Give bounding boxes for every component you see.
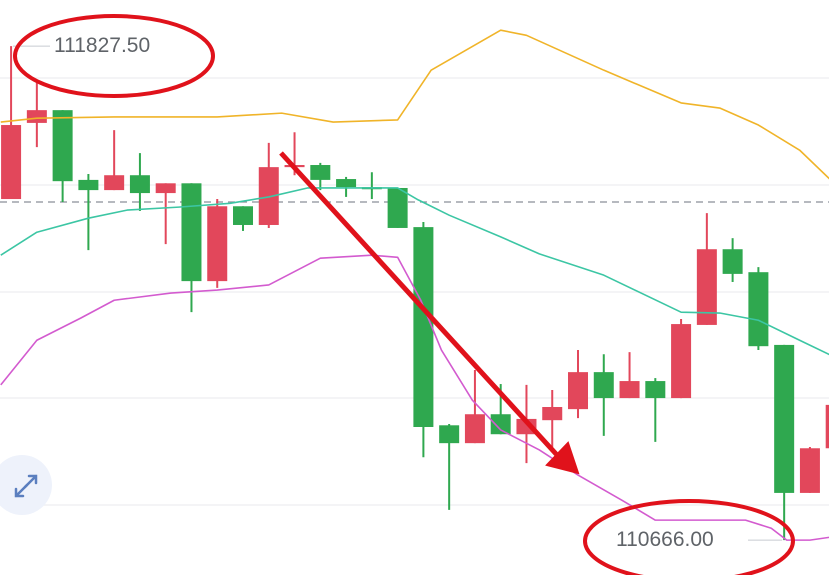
candle-up — [825, 404, 829, 449]
candle-down — [593, 372, 614, 399]
candle-up — [26, 110, 47, 123]
candle-down — [233, 206, 254, 225]
candle-down — [310, 165, 331, 180]
lower-band-line — [0, 254, 829, 541]
low-price-label: 110666.00 — [616, 528, 714, 551]
candle-down — [336, 179, 357, 188]
high-annotation-ellipse — [13, 14, 215, 98]
candle-down — [748, 272, 769, 347]
candle-up — [568, 372, 589, 410]
candle-up — [1, 125, 22, 200]
candle-up — [799, 448, 820, 493]
low-annotation-ellipse — [583, 499, 795, 575]
candle-down — [774, 344, 795, 493]
candle-down — [129, 175, 150, 194]
expand-chart-button[interactable] — [0, 455, 52, 515]
candle-down — [52, 110, 73, 182]
middle-band-line — [0, 187, 829, 356]
candle-down — [490, 414, 511, 435]
candle-up — [542, 407, 563, 421]
candle-up — [671, 324, 692, 399]
candle-down — [439, 425, 460, 444]
candle-down — [181, 183, 202, 282]
expand-arrows-icon — [14, 474, 38, 498]
high-price-label: 111827.50 — [54, 34, 151, 57]
candle-down — [722, 249, 743, 274]
candle-down — [413, 227, 434, 427]
candle-up — [258, 167, 279, 225]
candle-down — [78, 179, 99, 191]
candle-up — [696, 249, 717, 325]
candle-down — [645, 381, 666, 399]
upper-band-line — [0, 29, 829, 180]
candle-up — [155, 183, 176, 194]
candle-up — [464, 414, 485, 444]
candle-up — [619, 381, 640, 399]
candle-up — [104, 175, 125, 191]
candle-up — [207, 206, 228, 282]
downtrend-arrow-shaft — [279, 151, 559, 457]
downtrend-arrow-head — [545, 441, 580, 475]
candle-down — [387, 187, 408, 228]
